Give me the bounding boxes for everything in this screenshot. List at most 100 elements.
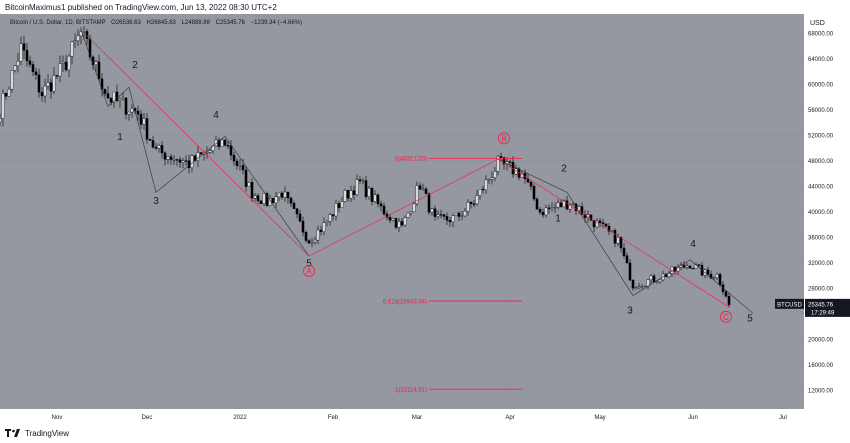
y-tick-label: 48000.00 bbox=[808, 159, 834, 165]
candle-body bbox=[232, 154, 236, 162]
candle-body bbox=[697, 264, 701, 266]
candle-body bbox=[454, 212, 458, 216]
candle-body bbox=[286, 191, 290, 199]
candle-body bbox=[223, 139, 227, 146]
candle-body bbox=[652, 275, 656, 283]
candle-body bbox=[220, 139, 224, 147]
candle-body bbox=[409, 211, 413, 214]
candle-body bbox=[460, 215, 464, 217]
candle-body bbox=[412, 203, 416, 213]
candle-body bbox=[37, 74, 41, 93]
candle-body bbox=[25, 49, 29, 62]
candle-body bbox=[34, 71, 38, 75]
candle-body bbox=[97, 61, 101, 80]
candle-body bbox=[481, 188, 485, 191]
time-axis[interactable] bbox=[0, 409, 850, 428]
wave-label: A bbox=[306, 267, 312, 276]
candle-body bbox=[136, 110, 140, 115]
candle-body bbox=[367, 188, 371, 197]
candle-body bbox=[310, 241, 314, 244]
candle-body bbox=[0, 118, 2, 123]
candle-body bbox=[229, 145, 233, 156]
candle-body bbox=[724, 291, 728, 297]
candle-body bbox=[289, 197, 293, 204]
y-tick-label: 12000.00 bbox=[808, 388, 834, 394]
y-tick-label: 64000.00 bbox=[808, 57, 834, 63]
price-chart[interactable]: 0(48317.20) 0.618(25943.94) 1(12114.51) 2 1… bbox=[0, 14, 850, 428]
candle-body bbox=[568, 204, 572, 210]
candle-body bbox=[331, 214, 335, 217]
candle-body bbox=[121, 97, 125, 100]
candle-body bbox=[151, 140, 155, 148]
y-tick-label: 52000.00 bbox=[808, 134, 834, 140]
candle-body bbox=[274, 196, 278, 204]
candle-body bbox=[31, 64, 35, 73]
candle-body bbox=[7, 88, 11, 97]
fib-label: 0(48317.20) bbox=[395, 157, 427, 163]
y-tick-label: 56000.00 bbox=[808, 108, 834, 114]
candle-body bbox=[352, 190, 356, 196]
candles bbox=[0, 26, 731, 308]
candle-body bbox=[244, 169, 248, 187]
last-price-symbol-box bbox=[775, 298, 804, 309]
candle-body bbox=[427, 193, 431, 213]
wave-lines bbox=[80, 29, 754, 314]
candle-body bbox=[706, 269, 710, 275]
candle-body bbox=[349, 190, 353, 199]
wave-label: 4 bbox=[690, 239, 696, 250]
candle-body bbox=[532, 186, 536, 200]
wave-label: C bbox=[723, 313, 729, 322]
candle-body bbox=[715, 274, 719, 278]
candle-body bbox=[535, 198, 539, 210]
y-tick-label: 28000.00 bbox=[808, 286, 834, 292]
candle-body bbox=[490, 177, 494, 180]
candle-body bbox=[358, 179, 362, 182]
x-tick-label: May bbox=[594, 415, 605, 421]
price-axis[interactable] bbox=[804, 14, 850, 428]
candle-body bbox=[487, 178, 491, 181]
candle-body bbox=[235, 160, 239, 166]
candle-body bbox=[325, 221, 329, 223]
last-price-value: 25345.76 bbox=[808, 302, 834, 308]
candle-body bbox=[583, 214, 587, 218]
candle-body bbox=[616, 237, 620, 244]
candle-body bbox=[283, 191, 287, 198]
candle-body bbox=[163, 152, 167, 160]
y-tick-label: 44000.00 bbox=[808, 185, 834, 191]
candle-body bbox=[475, 195, 479, 205]
candle-body bbox=[391, 218, 395, 221]
candle-body bbox=[253, 195, 257, 199]
candle-body bbox=[109, 97, 113, 103]
candle-body bbox=[562, 200, 566, 208]
candle-body bbox=[103, 89, 107, 94]
candle-body bbox=[403, 217, 407, 226]
candle-body bbox=[472, 203, 476, 205]
candle-body bbox=[346, 190, 350, 199]
x-tick-label: Dec bbox=[142, 415, 153, 421]
candle-body bbox=[238, 165, 242, 167]
candle-body bbox=[280, 192, 284, 198]
wave-label: 1 bbox=[555, 214, 561, 225]
candle-body bbox=[655, 281, 659, 283]
candle-body bbox=[10, 70, 14, 90]
candle-body bbox=[70, 41, 74, 57]
candle-body bbox=[337, 203, 341, 208]
symbol-title: Bitcoin / U.S. Dollar, 1D, BITSTAMP O265… bbox=[10, 20, 302, 26]
x-tick-label: Jul bbox=[779, 415, 787, 421]
candle-body bbox=[448, 220, 452, 223]
candle-body bbox=[247, 182, 251, 187]
x-tick-label: 2022 bbox=[233, 415, 247, 421]
candle-body bbox=[181, 160, 185, 163]
y-axis-labels: 68000.00 64000.00 60000.00 56000.00 52000.00… bbox=[808, 32, 834, 395]
candle-body bbox=[442, 214, 446, 217]
chart-svg[interactable]: 0(48317.20) 0.618(25943.94) 1(12114.51) 2 1… bbox=[0, 14, 850, 428]
candle-body bbox=[415, 185, 419, 204]
candle-body bbox=[178, 159, 182, 163]
candle-body bbox=[196, 152, 200, 161]
candle-body bbox=[433, 208, 437, 217]
y-tick-label: 60000.00 bbox=[808, 83, 834, 89]
candle-body bbox=[484, 179, 488, 191]
candle-body bbox=[727, 296, 731, 306]
last-price-countdown: 17:29:49 bbox=[811, 310, 835, 316]
candle-body bbox=[691, 267, 695, 270]
